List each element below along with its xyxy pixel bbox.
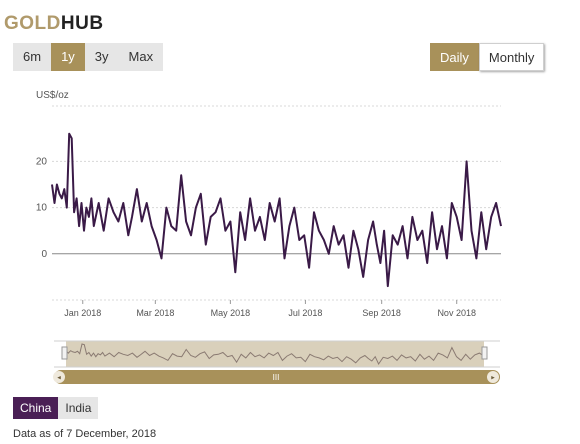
x-tick-label: Sep 2018 <box>362 308 401 318</box>
logo-gold-text: GOLD <box>4 13 61 34</box>
x-tick-label: Mar 2018 <box>136 308 174 318</box>
country-button-china[interactable]: China <box>13 397 59 419</box>
frequency-toggle: Daily Monthly <box>430 43 545 71</box>
navigator-right-handle[interactable] <box>481 346 488 360</box>
range-button-max[interactable]: Max <box>118 43 164 71</box>
range-button-1y[interactable]: 1y <box>51 43 85 71</box>
chart-area: 0 10 20 US$/oz Jan 2018 Mar 2018 May 2018 Jul… <box>36 90 502 384</box>
monthly-button[interactable]: Monthly <box>478 43 545 71</box>
y-axis: 0 10 20 <box>36 156 48 259</box>
y-axis-label: US$/oz <box>36 90 69 101</box>
scrollbar-track[interactable] <box>54 370 500 384</box>
scrollbar[interactable]: ◂ ▸ III <box>53 370 500 384</box>
y-tick-label: 10 <box>36 203 48 214</box>
scroll-right-arrow-icon: ▸ <box>491 375 495 382</box>
navigator-series-line <box>65 343 485 366</box>
range-button-6m[interactable]: 6m <box>13 43 52 71</box>
x-tick-label: Nov 2018 <box>437 308 476 318</box>
goldhub-logo[interactable]: GOLDHUB <box>4 13 104 35</box>
scrollbar-grip-icon: III <box>273 373 280 382</box>
scroll-left-button[interactable] <box>53 371 65 383</box>
country-selector: China India <box>13 397 99 419</box>
country-button-india[interactable]: India <box>58 397 99 419</box>
x-tick-label: Jul 2018 <box>288 308 322 318</box>
data-date-note: Data as of 7 December, 2018 <box>13 428 157 440</box>
y-tick-label: 0 <box>41 249 47 260</box>
scroll-left-arrow-icon: ◂ <box>57 375 61 382</box>
x-axis: Jan 2018 Mar 2018 May 2018 Jul 2018 Sep 2018… <box>64 300 476 318</box>
grid-layer <box>52 105 501 301</box>
range-selector: 6m 1y 3y Max <box>13 43 164 71</box>
series-line <box>51 132 502 288</box>
logo-hub-text: HUB <box>60 13 104 34</box>
navigator-left-handle[interactable] <box>61 346 68 360</box>
range-button-3y[interactable]: 3y <box>84 43 119 71</box>
y-tick-label: 20 <box>36 156 48 167</box>
x-tick-label: Jan 2018 <box>64 308 101 318</box>
navigator[interactable] <box>54 340 500 368</box>
daily-button[interactable]: Daily <box>430 43 479 71</box>
scroll-right-button[interactable] <box>487 371 499 383</box>
x-tick-label: May 2018 <box>211 308 251 318</box>
